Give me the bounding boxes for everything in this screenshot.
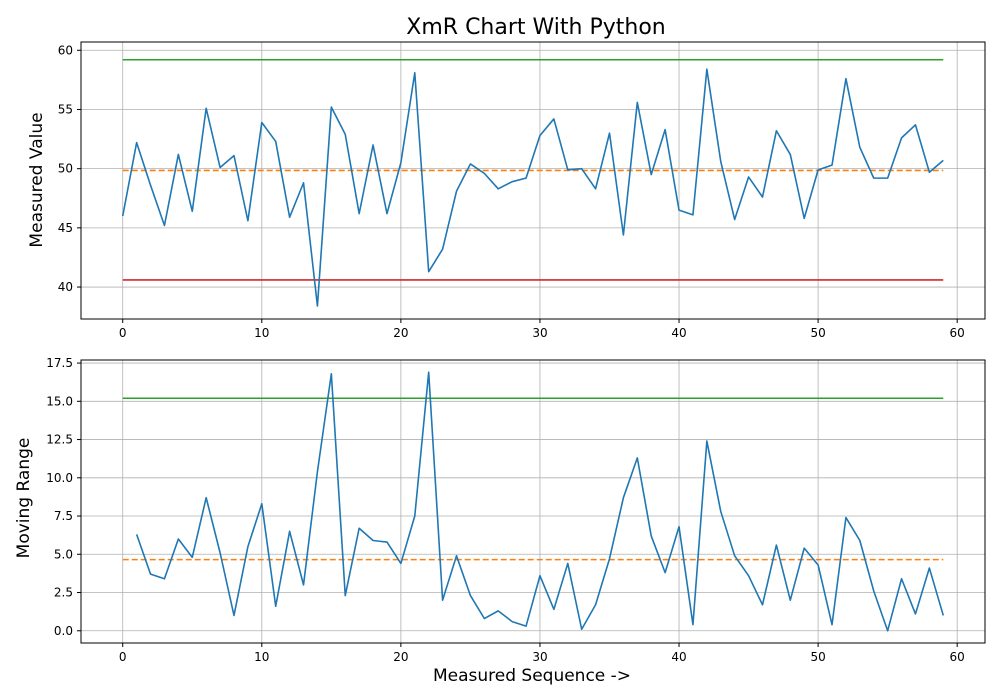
- x-tick-label: 30: [532, 326, 547, 340]
- y-tick-label: 60: [58, 43, 73, 57]
- y-tick-label: 10.0: [46, 471, 73, 485]
- moving-range-series-line: [135, 371, 945, 632]
- y-tick-label: 2.5: [54, 586, 73, 600]
- x-tick-label: 0: [119, 650, 127, 664]
- x-axis-label: Measured Sequence ->: [433, 666, 631, 686]
- axes-frame: [80, 41, 986, 320]
- x-tick-label: 60: [950, 650, 965, 664]
- individuals-panel: 0 10 20 30 40 50 60 40 45 50 55 60 Measured Value: [27, 41, 986, 340]
- x-tick-label: 50: [810, 650, 825, 664]
- x-tick-label: 10: [254, 326, 269, 340]
- axes-frame: [80, 359, 986, 644]
- x-tick-label: 40: [671, 326, 686, 340]
- x-tick-label: 0: [119, 326, 127, 340]
- x-tick-label: 50: [810, 326, 825, 340]
- y-tick-label: 0.0: [54, 624, 73, 638]
- y-tick-label: 7.5: [54, 509, 73, 523]
- y-tick-label: 40: [58, 280, 73, 294]
- x-tick-label: 20: [393, 326, 408, 340]
- y-tick-label: 15.0: [46, 394, 73, 408]
- y-tick-label: 12.5: [46, 433, 73, 447]
- x-tick-label: 10: [254, 650, 269, 664]
- y-tick-label: 17.5: [46, 356, 73, 370]
- y-tick-label: 5.0: [54, 547, 73, 561]
- y-tick-label: 55: [58, 102, 73, 116]
- x-tick-label: 20: [393, 650, 408, 664]
- y-axis-label: Moving Range: [14, 438, 34, 559]
- individuals-series-line: [121, 68, 944, 307]
- y-axis-label: Measured Value: [27, 112, 47, 247]
- y-tick-label: 45: [58, 221, 73, 235]
- moving-range-panel: 0 10 20 30 40 50 60 0.0 2.5 5.0 7.5 10.0 12.5 15.0 17.…: [14, 356, 986, 664]
- x-tick-label: 30: [532, 650, 547, 664]
- chart-title: XmR Chart With Python: [406, 15, 665, 40]
- x-tick-label: 40: [671, 650, 686, 664]
- x-tick-label: 60: [950, 326, 965, 340]
- y-tick-label: 50: [58, 162, 73, 176]
